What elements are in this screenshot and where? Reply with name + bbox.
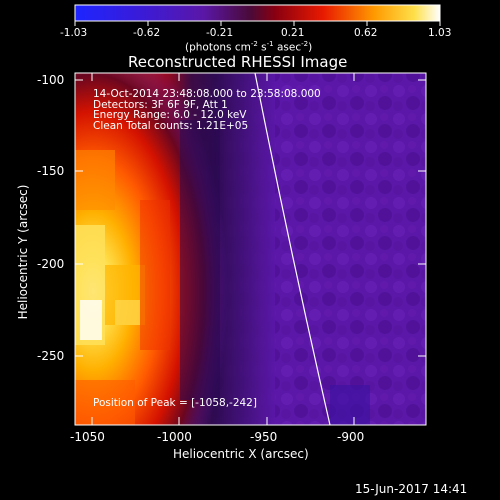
info-line-energy: Energy Range: 6.0 - 12.0 keV [93, 109, 247, 121]
colorbar-tick-label: 0.21 [281, 27, 305, 39]
colorbar-ticks [74, 21, 441, 26]
plot-frame [74, 72, 427, 426]
x-tick-label: -1050 [70, 430, 105, 444]
colorbar-units-label: (photons cm-2 s-1 asec-2) [185, 40, 313, 54]
info-line-time: 14-Oct-2014 23:48:08.000 to 23:58:08.000 [93, 88, 321, 100]
rhessi-image [75, 73, 426, 425]
info-block: 14-Oct-2014 23:48:08.000 to 23:58:08.000… [93, 89, 321, 131]
solar-limb-line [254, 73, 331, 425]
x-tick-label: -1000 [157, 430, 192, 444]
y-tick-label: -250 [37, 349, 65, 363]
y-tick-label: -150 [37, 164, 65, 178]
y-tick-label: -100 [37, 73, 65, 87]
info-line-detectors: Detectors: 3F 6F 9F, Att 1 [93, 98, 228, 111]
colorbar-tick-label: -1.03 [60, 27, 88, 39]
colorbar-tick-label: -0.62 [133, 27, 161, 39]
y-axis-ticks [75, 79, 426, 357]
colorbar-tick-label: 0.62 [354, 27, 378, 39]
y-axis-label: Heliocentric Y (arcsec) [16, 184, 30, 320]
footer-date: 15-Jun-2017 14:41 [355, 482, 468, 496]
x-axis-ticks [91, 73, 355, 425]
y-tick-label: -200 [37, 257, 65, 271]
x-tick-label: -900 [337, 430, 365, 444]
peak-position-label: Position of Peak = [-1058,-242] [93, 397, 257, 409]
plot-title: Reconstructed RHESSI Image [128, 53, 348, 71]
info-line-counts: Clean Total counts: 1.21E+05 [93, 119, 249, 132]
colorbar-tick-label: -0.21 [206, 27, 234, 39]
x-tick-label: -950 [250, 430, 278, 444]
colorbar [75, 5, 440, 21]
x-axis-label: Heliocentric X (arcsec) [173, 447, 309, 461]
colorbar-tick-label: 1.03 [428, 27, 452, 39]
